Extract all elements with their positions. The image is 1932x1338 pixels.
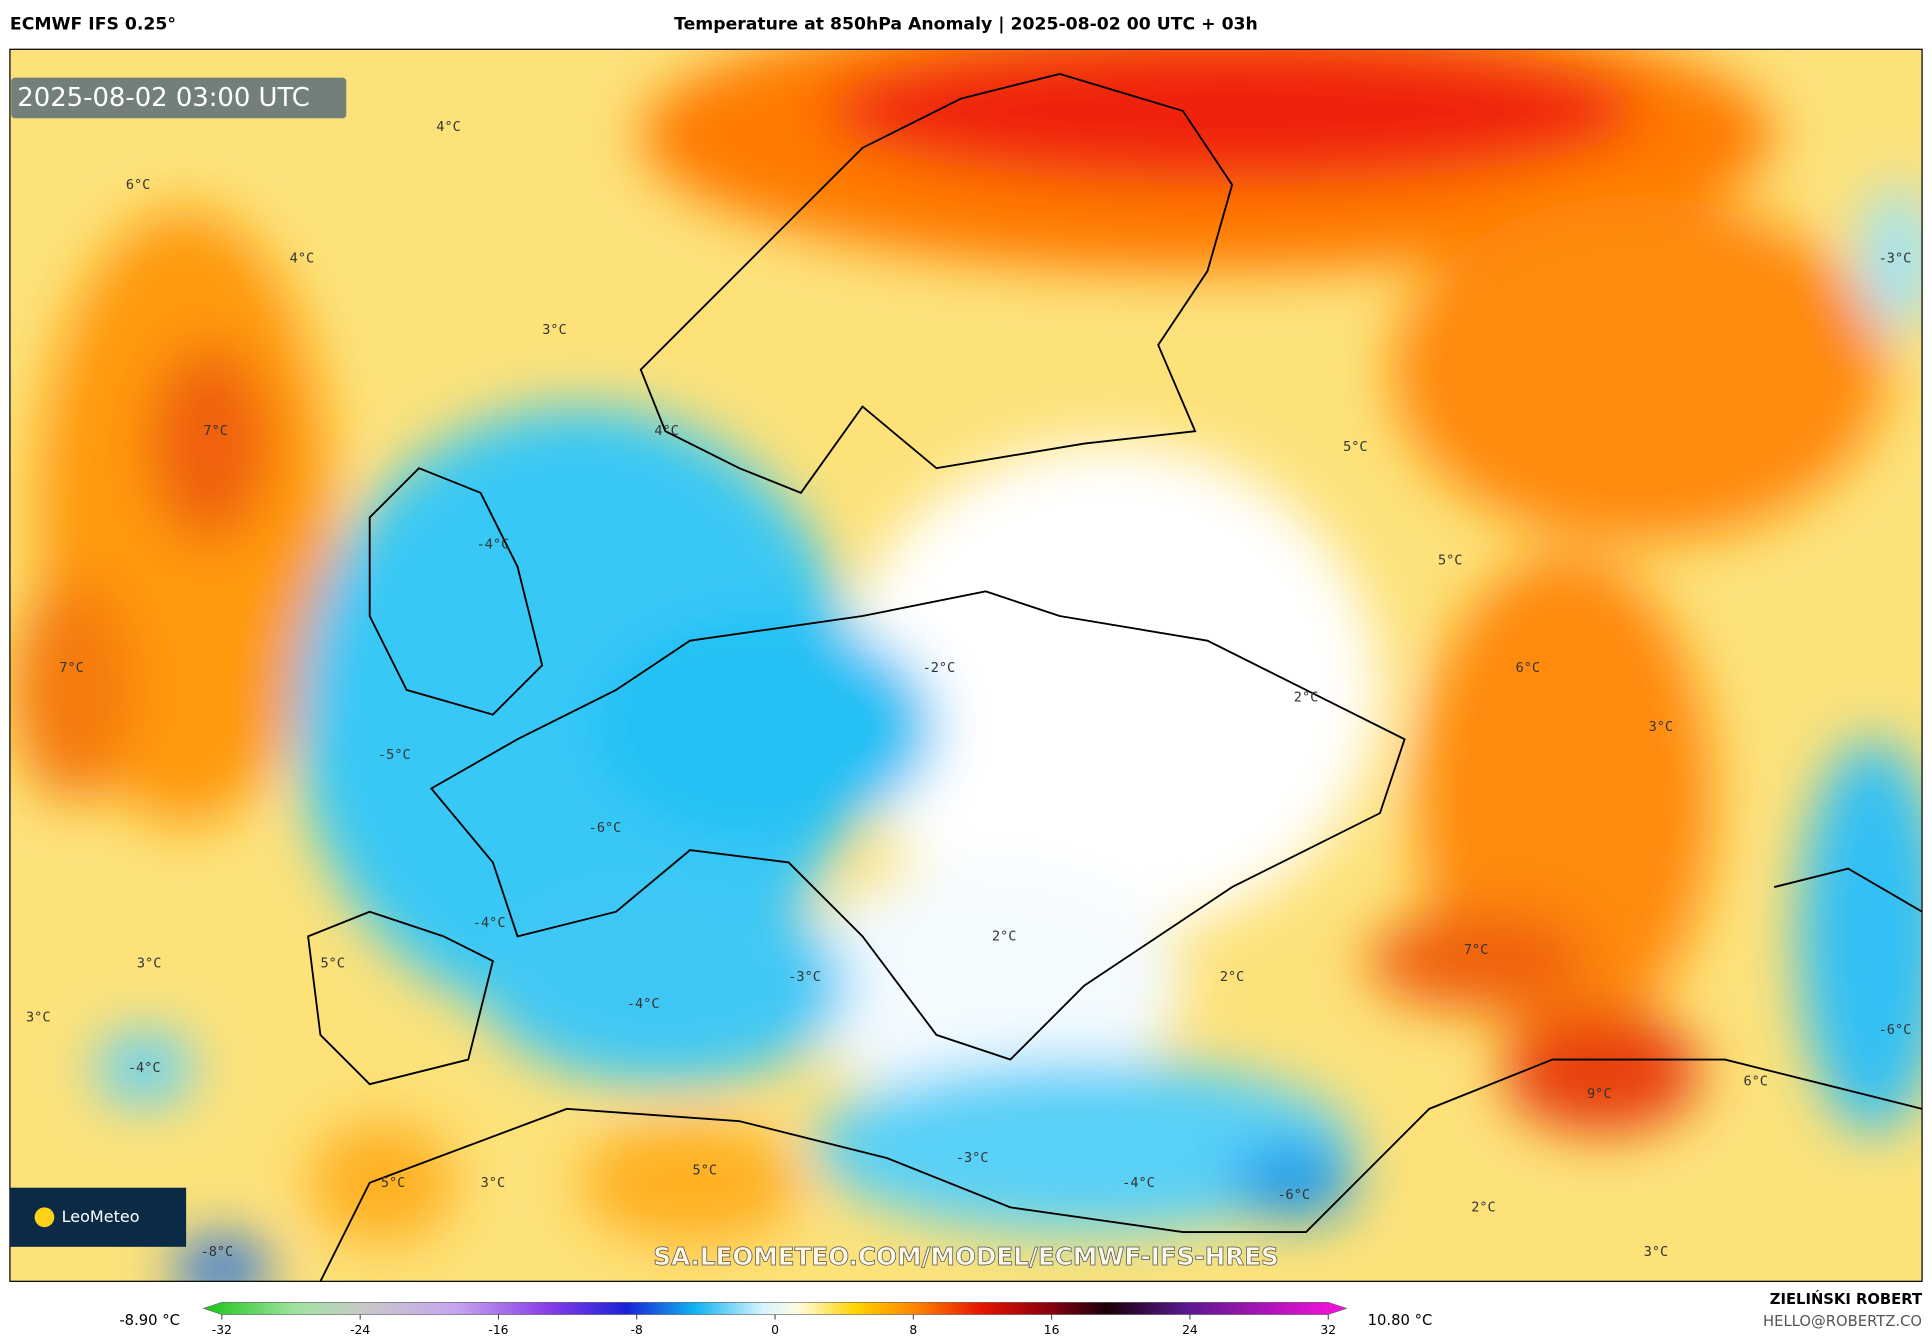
contour-label: -4°C bbox=[477, 537, 510, 553]
colorbar-tick-label: -24 bbox=[350, 1323, 370, 1337]
contour-label: 5°C bbox=[693, 1162, 717, 1178]
contour-label: -2°C bbox=[923, 660, 956, 676]
map bbox=[9, 49, 1923, 1282]
contour-label: 4°C bbox=[290, 251, 314, 267]
contour-label: 3°C bbox=[481, 1175, 505, 1191]
contour-label: 2°C bbox=[992, 928, 1016, 944]
contour-label: -5°C bbox=[378, 747, 411, 763]
contour-label: 6°C bbox=[1516, 660, 1540, 676]
contour-label: 7°C bbox=[59, 660, 83, 676]
colorbar-max: 10.80 °C bbox=[1368, 1312, 1433, 1329]
map-title: Temperature at 850hPa Anomaly | 2025-08-… bbox=[674, 15, 1258, 35]
contour-label: 6°C bbox=[126, 177, 150, 193]
contour-label: 9°C bbox=[1587, 1086, 1611, 1102]
contour-label: 3°C bbox=[1649, 719, 1673, 735]
colorbar-tick-label: 16 bbox=[1044, 1323, 1060, 1337]
colorbar-tick-label: 24 bbox=[1182, 1323, 1198, 1337]
contour-label: 5°C bbox=[1438, 553, 1462, 569]
colorbar-tick-label: 32 bbox=[1320, 1323, 1336, 1337]
contour-label: -4°C bbox=[627, 996, 660, 1012]
contour-label: 2°C bbox=[1294, 689, 1318, 705]
contour-label: -3°C bbox=[956, 1150, 989, 1166]
contour-label: 5°C bbox=[1343, 439, 1367, 455]
contact: HELLO@ROBERTZ.CO bbox=[1763, 1313, 1922, 1330]
contour-label: 3°C bbox=[137, 955, 161, 971]
contour-label: 7°C bbox=[203, 423, 227, 439]
contour-label: 7°C bbox=[1464, 942, 1488, 958]
logo: LeoMeteo bbox=[62, 1207, 140, 1226]
timestamp: 2025-08-02 03:00 UTC bbox=[17, 83, 310, 113]
contour-label: 4°C bbox=[436, 119, 460, 135]
contour-label: 5°C bbox=[320, 955, 344, 971]
contour-label: -6°C bbox=[589, 820, 622, 836]
contour-label: -4°C bbox=[128, 1060, 161, 1076]
colorbar-tick-label: -16 bbox=[488, 1323, 508, 1337]
colorbar bbox=[202, 1301, 1348, 1315]
contour-label: 3°C bbox=[542, 322, 566, 338]
contour-label: 2°C bbox=[1220, 969, 1244, 985]
contour-label: -3°C bbox=[788, 969, 821, 985]
colorbar-min: -8.90 °C bbox=[119, 1312, 180, 1329]
contour-label: 6°C bbox=[1744, 1074, 1768, 1090]
colorbar-tick-label: 0 bbox=[771, 1323, 779, 1337]
contour-label: 3°C bbox=[26, 1010, 50, 1026]
timestamp-box bbox=[11, 77, 347, 119]
contour-label: 3°C bbox=[1644, 1244, 1668, 1260]
colorbar-tick-label: -32 bbox=[212, 1323, 232, 1337]
contour-label: 4°C bbox=[654, 423, 678, 439]
contour-label: -6°C bbox=[1277, 1187, 1310, 1203]
watermark: SA.LEOMETEO.COM/MODEL/ECMWF-IFS-HRES bbox=[653, 1242, 1279, 1271]
contour-label: -4°C bbox=[1122, 1175, 1155, 1191]
contour-label: 5°C bbox=[381, 1175, 405, 1191]
contour-label: -8°C bbox=[201, 1244, 234, 1260]
colorbar-tick-label: 8 bbox=[909, 1323, 917, 1337]
contour-label: -4°C bbox=[473, 915, 506, 931]
logo-sun bbox=[34, 1207, 55, 1228]
contour-label: -6°C bbox=[1879, 1022, 1912, 1038]
map-frame bbox=[9, 48, 1923, 1282]
colorbar-tick-label: -8 bbox=[631, 1323, 643, 1337]
author: ZIELIŃSKI ROBERT bbox=[1770, 1290, 1922, 1308]
model-name: ECMWF IFS 0.25° bbox=[10, 15, 176, 35]
contour-label: -3°C bbox=[1879, 251, 1912, 267]
contour-label: 2°C bbox=[1471, 1199, 1495, 1215]
